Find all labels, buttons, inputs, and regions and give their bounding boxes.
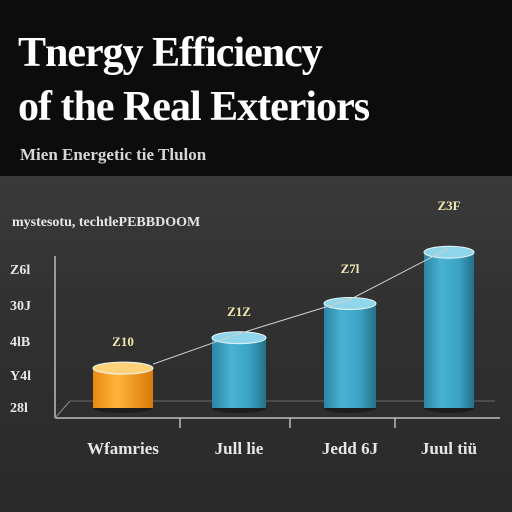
bar-top-cap <box>211 331 267 345</box>
bar <box>212 337 266 408</box>
bar-chart: mystesotu, techtlePEBBDOOM Z6l 30J 4lB Y4l 28… <box>10 198 500 458</box>
x-category-label: Jull lie <box>215 439 264 458</box>
y-tick-label: 4lB <box>10 335 30 350</box>
chart-panel: mystesotu, techtlePEBBDOOM Z6l 30J 4lB Y4l 28… <box>0 176 512 512</box>
y-tick-label: 28l <box>10 401 28 416</box>
chart-title-line-1: Tnergy Efficiency <box>18 30 323 76</box>
x-category-label: Juul tiü <box>421 439 477 458</box>
x-category-label: Jedd 6J <box>322 439 379 458</box>
bar-value-label: Z1Z <box>227 304 251 319</box>
x-category-label: Wfamries <box>87 439 159 458</box>
bar-value-label: Z7l <box>341 261 360 276</box>
chart-title-line-2: of the Real Exteriors <box>18 84 370 130</box>
bar-value-label: Z3F <box>437 198 460 213</box>
y-tick-label: Z6l <box>10 263 30 278</box>
bar-value-label: Z10 <box>112 334 134 349</box>
bar <box>93 368 153 408</box>
floor-edge <box>54 400 71 419</box>
legend-text: mystesotu, techtlePEBBDOOM <box>12 215 200 230</box>
bar <box>324 303 376 408</box>
bar-top-cap <box>423 245 475 259</box>
bar <box>424 252 474 408</box>
header: Tnergy Efficiency of the Real Exteriors … <box>0 0 512 176</box>
y-tick-label: Y4l <box>10 369 31 384</box>
trend-line <box>152 247 450 365</box>
y-tick-label: 30J <box>10 299 31 314</box>
bar-top-cap <box>323 297 377 310</box>
bar-top-cap <box>92 361 154 375</box>
chart-subtitle: Mien Energetic tie Tlulon <box>20 145 207 164</box>
